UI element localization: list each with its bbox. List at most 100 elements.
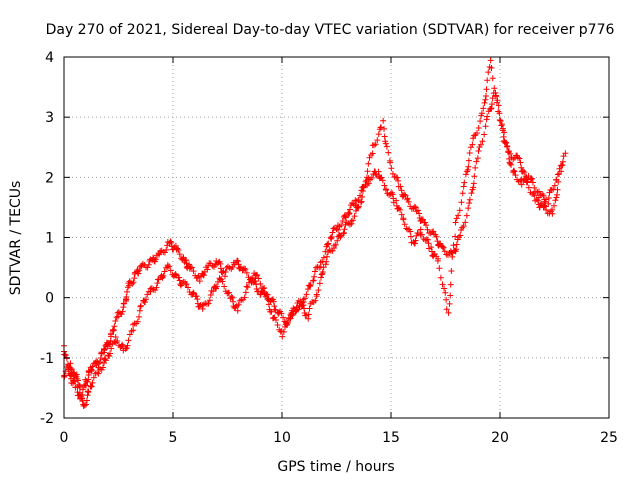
data-point: [481, 131, 488, 138]
data-point: [525, 184, 532, 191]
data-point: [453, 241, 460, 248]
data-point: [543, 196, 550, 203]
data-point: [412, 237, 419, 244]
data-point: [114, 309, 121, 316]
data-point: [153, 284, 160, 291]
data-point: [436, 265, 443, 272]
data-point: [497, 117, 504, 124]
data-point: [423, 222, 430, 229]
data-point: [318, 271, 325, 278]
data-point: [229, 294, 236, 301]
data-point: [451, 247, 458, 254]
data-point: [145, 261, 152, 268]
data-point: [243, 283, 250, 290]
data-point: [474, 129, 481, 136]
data-point: [89, 363, 96, 370]
data-point: [71, 378, 78, 385]
data-point: [236, 297, 243, 304]
data-point: [300, 302, 307, 309]
data-point: [449, 253, 456, 260]
data-point: [469, 141, 476, 148]
data-point: [358, 198, 365, 205]
data-point: [307, 283, 314, 290]
data-point: [388, 165, 395, 172]
data-point: [407, 233, 414, 240]
data-point: [502, 140, 509, 147]
data-point: [501, 139, 508, 146]
data-point: [483, 116, 490, 123]
data-point: [188, 264, 195, 271]
data-point: [124, 342, 131, 349]
data-point: [473, 158, 480, 165]
data-point: [448, 267, 455, 274]
data-point: [123, 288, 130, 295]
data-point: [119, 343, 126, 350]
data-point: [312, 297, 319, 304]
data-point: [430, 228, 437, 235]
data-point: [248, 278, 255, 285]
data-point: [413, 232, 420, 239]
data-point: [243, 269, 250, 276]
data-point: [221, 283, 228, 290]
data-point: [484, 113, 491, 120]
data-point: [460, 183, 467, 190]
data-point: [157, 248, 164, 255]
data-point: [559, 158, 566, 165]
data-point: [458, 199, 465, 206]
data-point: [380, 117, 387, 124]
data-point: [366, 154, 373, 161]
data-point: [226, 289, 233, 296]
data-point: [441, 248, 448, 255]
data-point: [407, 228, 414, 235]
data-point: [518, 164, 525, 171]
data-point: [368, 174, 375, 181]
data-point: [379, 177, 386, 184]
data-point: [524, 178, 531, 185]
data-point: [394, 174, 401, 181]
data-point: [206, 297, 213, 304]
data-point: [462, 171, 469, 178]
data-point: [193, 293, 200, 300]
data-point: [254, 272, 261, 279]
data-point: [517, 159, 524, 166]
data-point: [395, 177, 402, 184]
data-point: [156, 251, 163, 258]
data-point: [471, 173, 478, 180]
y-tick-label: 1: [45, 231, 54, 247]
data-point: [237, 263, 244, 270]
data-point: [82, 381, 89, 388]
data-point: [453, 215, 460, 222]
data-point: [264, 291, 271, 298]
data-point: [467, 144, 474, 151]
data-point: [365, 180, 372, 187]
data-point: [324, 253, 331, 260]
data-point: [313, 291, 320, 298]
data-point: [471, 132, 478, 139]
data-point: [85, 389, 92, 396]
data-point: [465, 157, 472, 164]
data-point: [219, 269, 226, 276]
y-tick-label: 2: [45, 170, 54, 186]
data-point: [228, 293, 235, 300]
data-point: [346, 206, 353, 213]
data-point: [389, 191, 396, 198]
data-point: [452, 233, 459, 240]
data-point: [174, 245, 181, 252]
data-point: [477, 141, 484, 148]
data-point: [135, 270, 142, 277]
data-point: [263, 291, 270, 298]
data-point: [190, 268, 197, 275]
data-point: [349, 217, 356, 224]
data-point: [253, 281, 260, 288]
data-point: [194, 296, 201, 303]
data-point: [404, 195, 411, 202]
data-point: [375, 168, 382, 175]
data-point: [397, 183, 404, 190]
data-point: [130, 321, 137, 328]
x-tick-label: 0: [60, 430, 69, 446]
data-point: [428, 244, 435, 251]
data-point: [559, 161, 566, 168]
data-point: [161, 268, 168, 275]
data-point: [545, 200, 552, 207]
data-point: [110, 327, 117, 334]
